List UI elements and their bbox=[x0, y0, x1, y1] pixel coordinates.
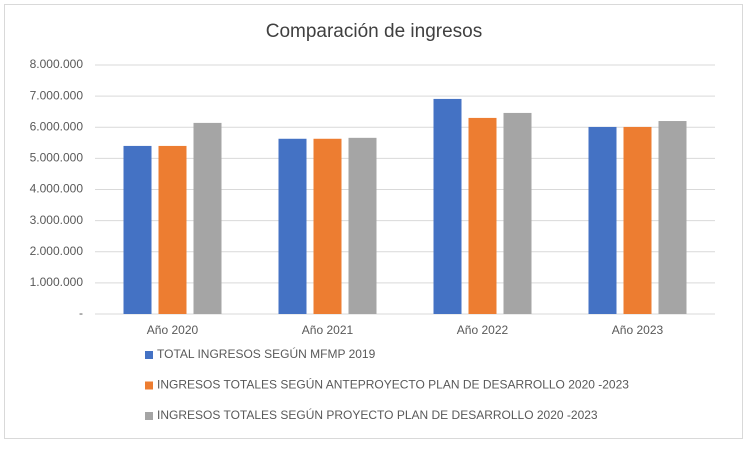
chart-title: Comparación de ingresos bbox=[266, 21, 483, 42]
bar bbox=[588, 126, 617, 314]
y-tick-label: 3.000.000 bbox=[30, 213, 84, 227]
bar bbox=[433, 98, 462, 315]
bar bbox=[123, 145, 152, 314]
legend-label: INGRESOS TOTALES SEGÚN ANTEPROYECTO PLAN… bbox=[157, 377, 629, 392]
bar bbox=[348, 137, 377, 314]
y-tick-label: 2.000.000 bbox=[30, 244, 84, 258]
bar bbox=[158, 145, 187, 314]
y-tick-label: 8.000.000 bbox=[30, 57, 84, 71]
bar bbox=[193, 122, 222, 314]
legend-label: TOTAL INGRESOS SEGÚN MFMP 2019 bbox=[157, 346, 376, 361]
bar bbox=[503, 112, 532, 315]
y-tick-label: 7.000.000 bbox=[30, 88, 84, 102]
x-tick-label: Año 2023 bbox=[612, 323, 664, 337]
y-tick-label: 1.000.000 bbox=[30, 275, 84, 289]
x-tick-label: Año 2020 bbox=[147, 323, 199, 337]
y-tick-label: 5.000.000 bbox=[30, 151, 84, 165]
legend-swatch bbox=[145, 351, 153, 359]
y-tick-label: - bbox=[79, 306, 83, 320]
bar bbox=[623, 126, 652, 314]
legend-swatch bbox=[145, 381, 153, 390]
legend-label: INGRESOS TOTALES SEGÚN PROYECTO PLAN DE … bbox=[157, 407, 598, 422]
bar bbox=[468, 117, 497, 314]
y-tick-label: 6.000.000 bbox=[30, 119, 84, 133]
x-tick-label: Año 2021 bbox=[302, 323, 354, 337]
bar bbox=[313, 138, 342, 314]
bar bbox=[278, 138, 307, 314]
bar bbox=[658, 121, 687, 315]
y-tick-label: 4.000.000 bbox=[30, 182, 84, 196]
x-tick-label: Año 2022 bbox=[457, 323, 509, 337]
legend-swatch bbox=[145, 412, 153, 420]
